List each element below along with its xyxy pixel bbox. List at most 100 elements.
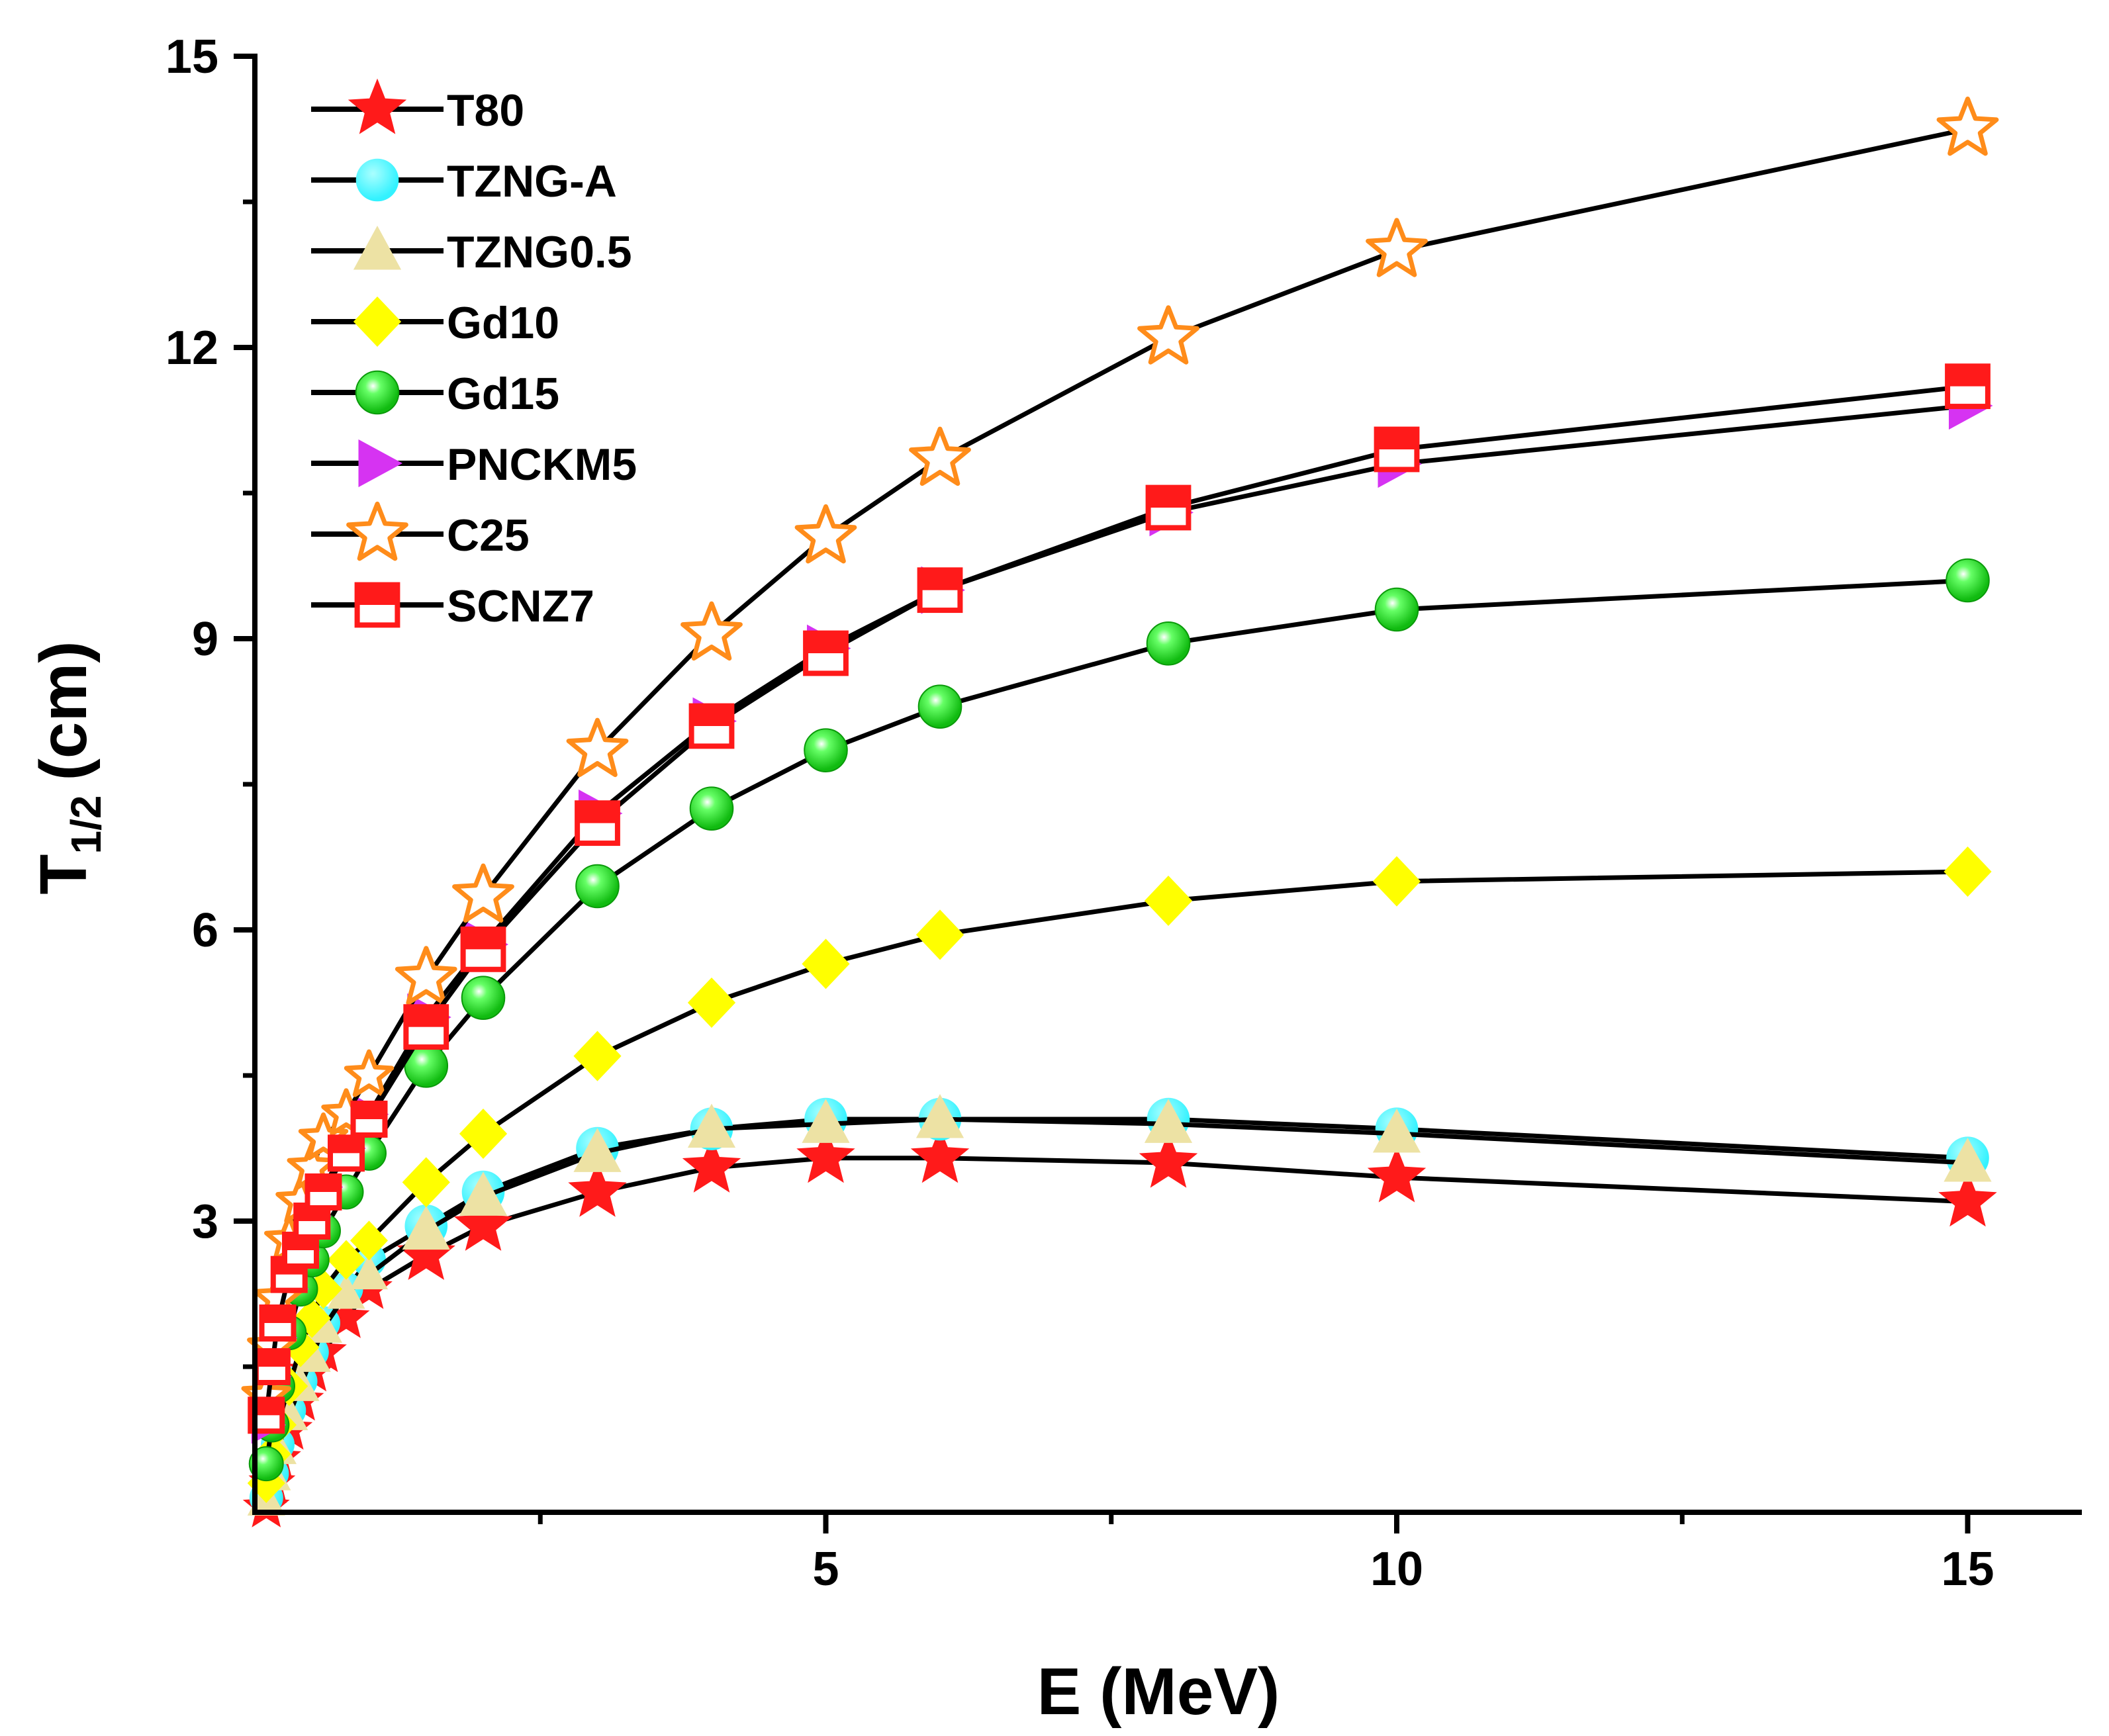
y-axis-label-subscript: 1/2 — [62, 796, 110, 854]
data-point-Gd10-8 — [350, 1220, 388, 1261]
data-point-Gd15-16 — [1374, 587, 1419, 632]
axes-layer: 5 10 15 3 6 9 12 15 — [165, 30, 2082, 1596]
data-point-SCNZ7-15 — [1145, 484, 1192, 531]
data-point-Gd10-11 — [573, 1030, 622, 1081]
data-point-TZNG0.5-14 — [915, 1094, 964, 1138]
legend-marker-TZNG-A — [355, 158, 399, 202]
data-point-C25-14 — [909, 426, 971, 486]
data-point-Gd15-17 — [1945, 558, 1990, 603]
data-point-T80-12 — [682, 1136, 741, 1193]
data-point-T80-17 — [1938, 1171, 1997, 1227]
data-point-C25-16 — [1366, 218, 1428, 277]
legend-item-PNCKM5: PNCKM5 — [311, 439, 637, 490]
series-line-T80 — [263, 1156, 1968, 1508]
legend-item-TZNG0.5: TZNG0.5 — [311, 226, 632, 277]
legend-item-Gd10: Gd10 — [311, 297, 559, 348]
x-axis-label: E (MeV) — [1037, 1655, 1280, 1729]
data-point-Gd15-11 — [575, 864, 620, 909]
data-point-T80-14 — [910, 1127, 970, 1183]
legend-marker-T80 — [348, 78, 407, 134]
data-point-Gd10-13 — [802, 938, 850, 989]
data-point-C25-12 — [680, 601, 743, 661]
data-point-Gd10-17 — [1944, 846, 1992, 897]
series-Gd15 — [248, 558, 1990, 1482]
series-Gd10 — [247, 846, 1992, 1503]
data-point-SCNZ7-16 — [1374, 426, 1420, 473]
data-point-C25-9 — [395, 946, 457, 1005]
data-point-TZNG0.5-7 — [327, 1274, 365, 1309]
data-point-SCNZ7-8 — [350, 1101, 388, 1138]
legend-item-SCNZ7: SCNZ7 — [311, 581, 594, 631]
data-point-Gd15-10 — [461, 976, 506, 1020]
data-point-C25-11 — [566, 717, 629, 778]
data-point-C25-13 — [794, 504, 857, 564]
legend-item-TZNG-A: TZNG-A — [311, 156, 617, 206]
series-layer — [241, 96, 1999, 1528]
legend-item-T80: T80 — [311, 78, 524, 136]
legend-label-C25: C25 — [447, 510, 530, 561]
data-point-TZNG0.5-13 — [802, 1099, 850, 1143]
data-point-SCNZ7-1 — [253, 1348, 291, 1385]
data-point-Gd10-15 — [1144, 876, 1193, 926]
y-axis-label: T1/2 (cm) — [26, 641, 110, 894]
y-tick-label-3: 3 — [192, 1195, 218, 1248]
data-point-TZNG0.5-10 — [459, 1171, 508, 1216]
legend-label-PNCKM5: PNCKM5 — [447, 439, 637, 490]
legend-label-TZNG-A: TZNG-A — [447, 156, 617, 206]
data-point-C25-8 — [344, 1049, 395, 1097]
data-point-TZNG0.5-17 — [1944, 1138, 1992, 1182]
legend: T80 TZNG-A TZNG0.5 Gd10 Gd15 PNCKM5 C25 SCNZ7 — [311, 78, 637, 631]
data-point-SCNZ7-14 — [917, 567, 963, 614]
series-line-TZNG-A — [263, 1117, 1968, 1498]
data-point-C25-10 — [452, 863, 514, 923]
legend-marker-TZNG0.5 — [353, 226, 402, 270]
series-SCNZ7 — [248, 363, 1991, 1434]
data-point-Gd10-10 — [459, 1109, 508, 1159]
y-axis-label-main: T — [26, 854, 101, 895]
data-point-Gd15-15 — [1146, 621, 1191, 666]
data-point-Gd15-12 — [689, 786, 734, 831]
series-line-Gd15 — [263, 578, 1968, 1465]
y-axis-label-unit: (cm) — [26, 641, 101, 780]
series-TZNG0.5 — [247, 1094, 1992, 1516]
data-point-Gd15-13 — [804, 728, 848, 772]
data-point-TZNG0.5-12 — [687, 1103, 736, 1148]
data-point-SCNZ7-17 — [1945, 363, 1991, 410]
y-tick-label-6: 6 — [192, 904, 218, 957]
data-point-TZNG0.5-16 — [1372, 1109, 1421, 1153]
y-tick-label-15: 15 — [165, 30, 218, 83]
data-point-Gd10-9 — [402, 1157, 450, 1208]
data-point-SCNZ7-11 — [575, 800, 620, 846]
data-point-SCNZ7-9 — [403, 1004, 449, 1050]
data-point-SCNZ7-12 — [688, 703, 735, 749]
x-tick-label-5: 5 — [812, 1543, 839, 1596]
data-point-Gd15-0 — [248, 1446, 284, 1482]
data-point-SCNZ7-6 — [305, 1173, 342, 1211]
data-point-C25-15 — [1137, 305, 1199, 365]
y-tick-label-9: 9 — [192, 613, 218, 666]
data-point-T80-10 — [453, 1195, 513, 1251]
svg-text:T1/2(cm): T1/2 (cm) — [26, 641, 110, 894]
data-point-T80-11 — [568, 1161, 627, 1217]
legend-marker-Gd10 — [353, 297, 402, 347]
x-tick-label-15: 15 — [1941, 1543, 1994, 1596]
data-point-Gd10-14 — [915, 909, 964, 960]
data-point-SCNZ7-10 — [460, 926, 506, 972]
legend-marker-Gd15 — [355, 370, 400, 415]
legend-marker-C25 — [346, 501, 408, 561]
data-point-Gd10-7 — [327, 1240, 365, 1280]
legend-marker-PNCKM5 — [358, 439, 402, 488]
legend-item-C25: C25 — [311, 501, 530, 561]
legend-label-Gd10: Gd10 — [447, 298, 559, 348]
legend-label-SCNZ7: SCNZ7 — [447, 581, 594, 631]
legend-label-Gd15: Gd15 — [447, 369, 559, 419]
data-point-SCNZ7-13 — [803, 630, 849, 676]
data-point-T80-16 — [1367, 1146, 1427, 1203]
data-point-C25-17 — [1936, 96, 1999, 156]
data-point-TZNG0.5-9 — [402, 1205, 450, 1250]
x-tick-label-10: 10 — [1370, 1543, 1423, 1596]
legend-label-TZNG0.5: TZNG0.5 — [447, 227, 632, 277]
legend-item-Gd15: Gd15 — [311, 369, 559, 419]
data-point-TZNG0.5-11 — [573, 1128, 622, 1172]
